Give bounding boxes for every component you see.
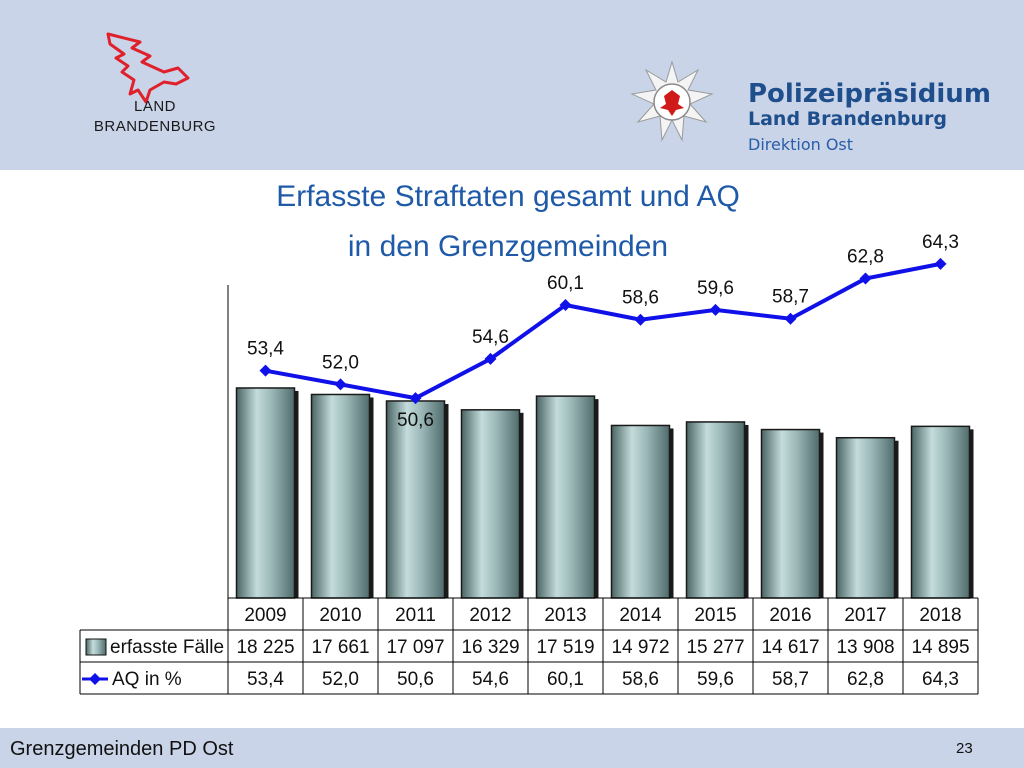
aq-data-label-2009: 53,4 [247,339,284,360]
tick-label-2011: 2011 [395,605,436,626]
table-cell-faelle-2011: 17 097 [386,637,444,658]
header-band: LAND BRANDENBURG Polizeipräsidium Land B… [0,0,1024,170]
table-cell-faelle-2016: 14 617 [761,637,819,658]
table-cell-aq-2018: 64,3 [922,669,959,690]
table-cell-faelle-2015: 15 277 [686,637,744,658]
aq-data-label-2012: 54,6 [472,327,509,348]
red-eagle-icon [106,32,190,104]
aq-data-label-2011: 50,6 [397,410,434,431]
table-cell-faelle-2018: 14 895 [911,637,969,658]
chart-title-line2: in den Grenzgemeinden [347,230,669,263]
table-cell-aq-2012: 54,6 [472,669,509,690]
police-star-icon [630,60,714,142]
table-cell-faelle-2017: 13 908 [836,637,894,658]
aq-data-label-2010: 52,0 [322,352,359,373]
table-cell-aq-2013: 60,1 [547,669,584,690]
table-cell-faelle-2013: 17 519 [536,637,594,658]
aq-point-2015 [709,303,722,316]
bar-2017 [835,436,896,599]
table-cell-aq-2010: 52,0 [322,669,359,690]
tick-label-2010: 2010 [319,605,361,626]
table-cell-aq-2017: 62,8 [847,669,884,690]
police-wordmark: Polizeipräsidium Land Brandenburg Direkt… [748,80,991,156]
aq-data-label-2013: 60,1 [547,273,584,294]
bar-2016 [760,428,821,599]
chart-title-line1: Erfasste Straftaten gesamt und AQ [276,180,740,213]
table-cell-aq-2014: 58,6 [622,669,659,690]
bar-2013 [535,395,596,599]
table-cell-aq-2009: 53,4 [247,669,284,690]
aq-point-2009 [259,364,272,377]
aq-point-2016 [784,312,797,325]
aq-data-label-2017: 62,8 [847,247,884,268]
aq-line [265,261,941,401]
table-cell-faelle-2010: 17 661 [311,637,369,658]
tick-label-2013: 2013 [544,605,586,626]
legend-bar-swatch [85,638,107,656]
table-cell-faelle-2014: 14 972 [611,637,669,658]
police-subtitle: Land Brandenburg [748,108,947,130]
tick-label-2017: 2017 [844,605,886,626]
tick-label-2018: 2018 [919,605,961,626]
tick-label-2009: 2009 [244,605,286,626]
aq-data-label-2015: 59,6 [697,278,734,299]
police-title: Polizeipräsidium [748,79,991,109]
tick-label-2012: 2012 [469,605,511,626]
land-brandenburg-logo: LAND BRANDENBURG [80,28,230,143]
page-number: 23 [956,740,973,757]
aq-point-2014 [634,313,647,326]
table-cell-faelle-2012: 16 329 [461,637,519,658]
legend-erfasste-faelle: erfasste Fälle [110,637,224,658]
bar-2009 [235,387,296,599]
legend-line-marker [89,673,101,685]
land-label: LAND [133,98,176,115]
aq-point-2012 [484,352,497,365]
aq-data-label-2016: 58,7 [772,287,809,308]
table-cell-aq-2016: 58,7 [772,669,809,690]
aq-point-2017 [859,272,872,285]
legend-aq: AQ in % [112,669,182,690]
bar-2015 [685,421,746,599]
footer-band: Grenzgemeinden PD Ost 23 [0,728,1024,768]
tick-label-2015: 2015 [694,605,736,626]
aq-data-label-2018: 64,3 [922,232,959,253]
tick-label-2014: 2014 [619,605,662,626]
police-directorate: Direktion Ost [748,135,854,154]
table-cell-faelle-2009: 18 225 [236,637,294,658]
bar-2012 [460,409,521,599]
aq-point-2018 [934,257,947,270]
aq-point-2010 [334,378,347,391]
aq-point-2013 [559,299,572,312]
bar-2011 [385,400,446,599]
aq-data-label-2014: 58,6 [622,288,659,309]
table-cell-aq-2015: 59,6 [697,669,734,690]
bar-2018 [910,425,971,599]
aq-point-2011 [409,392,422,405]
footer-text: Grenzgemeinden PD Ost [10,738,234,760]
bar-2014 [610,424,671,599]
bar-2010 [310,393,371,599]
tick-label-2016: 2016 [769,605,811,626]
table-cell-aq-2011: 50,6 [397,669,434,690]
brandenburg-label: BRANDENBURG [93,118,217,135]
